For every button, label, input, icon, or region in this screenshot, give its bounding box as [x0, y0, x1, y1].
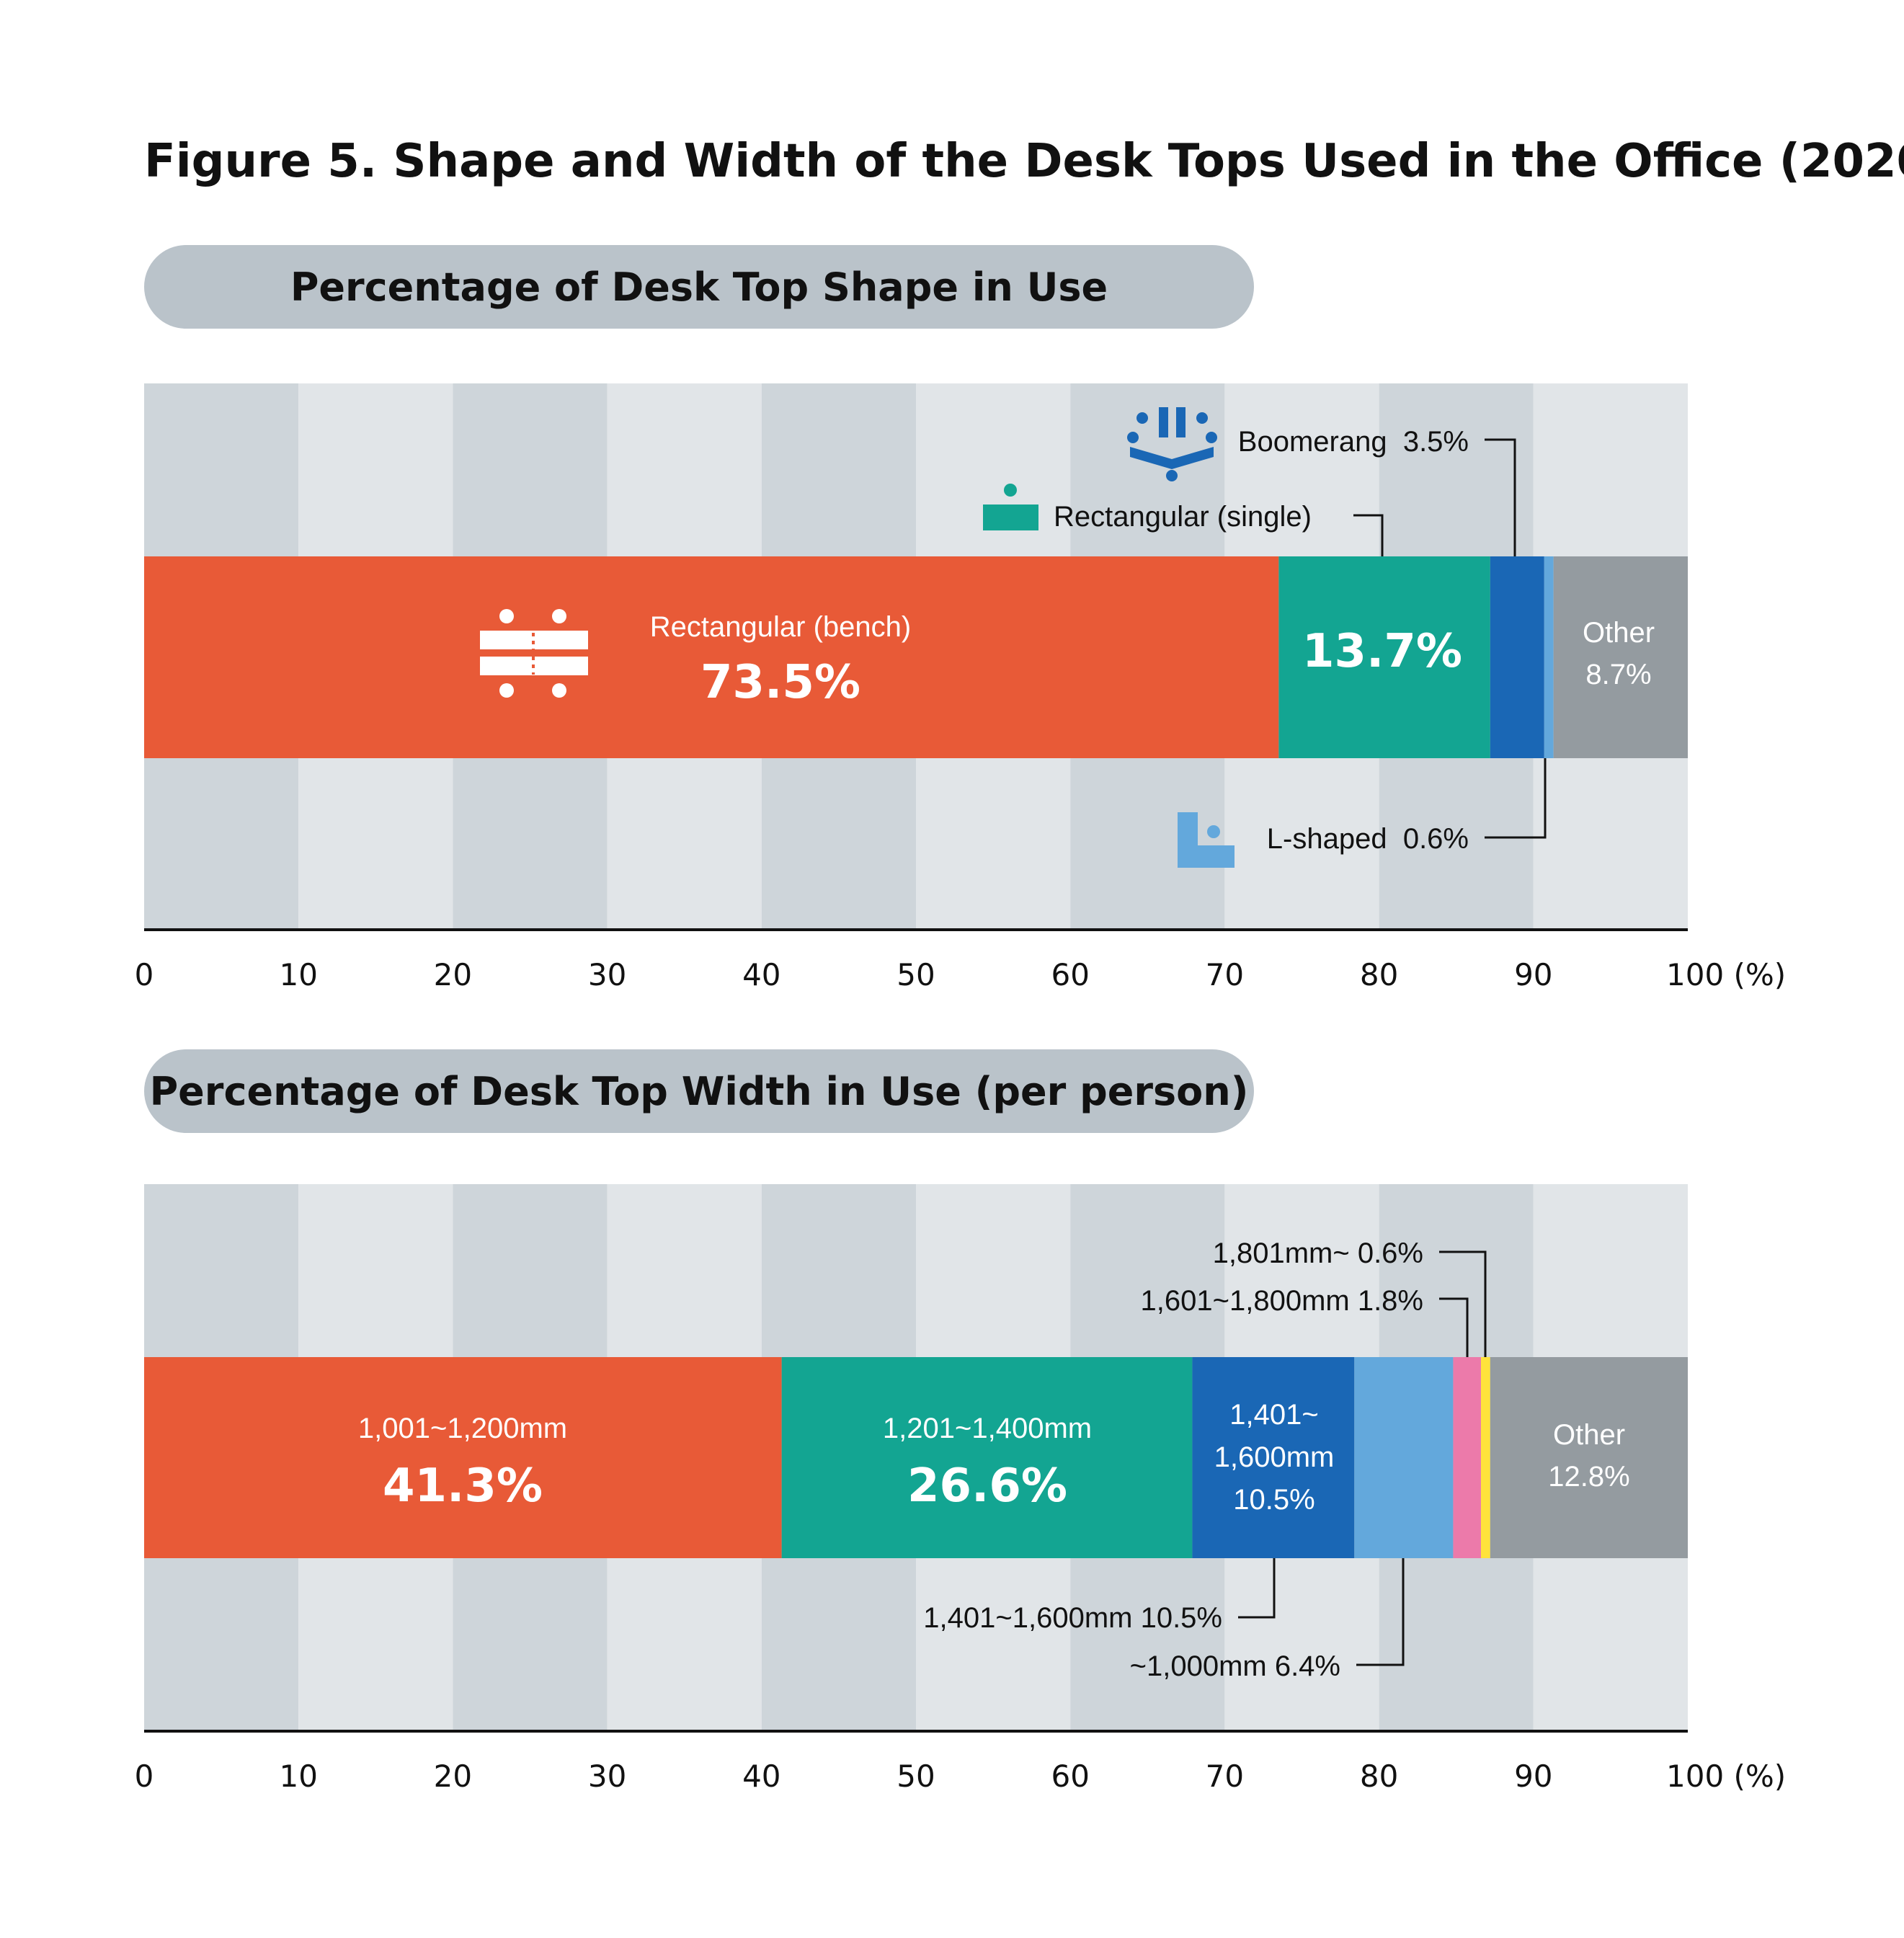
c2-tick-label: 100 (%)	[1666, 1759, 1786, 1794]
chart-1-title: Percentage of Desk Top Shape in Use	[290, 265, 1108, 310]
w1601-leader-line	[1439, 1297, 1469, 1357]
c2-bar-1-401-1-600mm	[1192, 1357, 1355, 1558]
chart-1-bars	[144, 556, 1688, 758]
c1-tick-label: 100 (%)	[1666, 957, 1786, 992]
chart-2-x-axis: 0 10 20 30 40 50 60 70 80 90 100 (%)	[135, 1730, 1786, 1794]
bench-label-name: Rectangular (bench)	[650, 611, 911, 643]
chart-1-title-pill	[144, 245, 1254, 329]
c1-bar-rectangular-bench	[144, 556, 1279, 758]
chart-1: Percentage of Desk Top Shape in Use 0 10 2…	[135, 245, 1786, 992]
w1201-label-value: 26.6%	[907, 1459, 1067, 1513]
c1-other-label-value: 8.7%	[1585, 659, 1651, 690]
w1000-leader-line	[1356, 1558, 1405, 1666]
c1-tick-label: 60	[1051, 957, 1089, 992]
single-leader-line	[1353, 514, 1384, 556]
c2-tick-label: 50	[897, 1759, 935, 1794]
w1001-label-value: 41.3%	[383, 1459, 543, 1513]
w1801-leader-line	[1439, 1250, 1487, 1357]
w1601-callout-label: 1,601~1,800mm 1.8%	[1141, 1285, 1423, 1317]
single-desk-icon	[983, 484, 1038, 530]
c2-tick-label: 10	[279, 1759, 317, 1794]
single-callout: Rectangular (single)	[983, 484, 1384, 556]
chart-2: Percentage of Desk Top Width in Use (per…	[135, 1049, 1786, 1794]
chart-2-bars	[144, 1357, 1688, 1558]
chart-2-title-pill	[144, 1049, 1254, 1133]
c1-tick-label: 50	[897, 957, 935, 992]
w1401-leader-line	[1238, 1558, 1276, 1619]
c2-tick-label: 40	[742, 1759, 780, 1794]
c2-bar-1-201-1-400mm	[781, 1357, 1193, 1558]
w1201-label-name: 1,201~1,400mm	[883, 1413, 1092, 1444]
c1-bar-boomerang	[1490, 556, 1544, 758]
w1000-callout: ~1,000mm 6.4%	[1130, 1558, 1405, 1682]
c2-bar-1-000mm	[1354, 1357, 1454, 1558]
w1401-callout-label: 1,401~1,600mm 10.5%	[923, 1602, 1222, 1634]
bench-desk-icon	[480, 609, 588, 698]
c2-bar-1-601-1-800mm	[1453, 1357, 1481, 1558]
boomerang-desk-icon	[1127, 407, 1217, 481]
c1-tick-label: 30	[588, 957, 626, 992]
c1-tick-label: 0	[135, 957, 154, 992]
c1-tick-label: 20	[434, 957, 472, 992]
l-shaped-callout-label: L-shaped 0.6%	[1267, 823, 1469, 855]
boomerang-leader-line	[1485, 438, 1516, 556]
chart-1-x-axis: 0 10 20 30 40 50 60 70 80 90 100 (%)	[135, 928, 1786, 992]
c1-tick-label: 90	[1514, 957, 1552, 992]
l-shaped-leader-line	[1485, 758, 1547, 839]
boomerang-callout: Boomerang 3.5%	[1127, 407, 1516, 556]
c2-tick-label: 60	[1051, 1759, 1089, 1794]
c1-bar-l-shaped	[1544, 556, 1554, 758]
c1-bar-rectangular-single	[1278, 556, 1490, 758]
w1401-label-line2: 1,600mm	[1214, 1441, 1335, 1473]
c1-tick-label: 70	[1206, 957, 1244, 992]
c1-other-label-name: Other	[1583, 617, 1655, 649]
c2-bar-1-001-1-200mm	[144, 1357, 782, 1558]
c1-tick-label: 40	[742, 957, 780, 992]
c2-tick-label: 20	[434, 1759, 472, 1794]
c2-tick-label: 70	[1206, 1759, 1244, 1794]
c2-tick-label: 30	[588, 1759, 626, 1794]
c2-tick-label: 0	[135, 1759, 154, 1794]
c2-other-label-value: 12.8%	[1548, 1461, 1629, 1493]
w1001-label-name: 1,001~1,200mm	[358, 1413, 567, 1444]
c1-bar-other	[1553, 556, 1688, 758]
w1000-callout-label: ~1,000mm 6.4%	[1130, 1650, 1340, 1682]
w1801-callout-label: 1,801mm~ 0.6%	[1213, 1237, 1423, 1269]
c2-tick-label: 80	[1360, 1759, 1398, 1794]
c2-bar-other	[1490, 1357, 1688, 1558]
w1401-label-line3: 10.5%	[1233, 1484, 1314, 1516]
l-shaped-callout: L-shaped 0.6%	[1178, 758, 1547, 868]
c1-tick-label: 80	[1360, 957, 1398, 992]
single-label-value: 13.7%	[1302, 625, 1462, 678]
l-shaped-desk-icon	[1178, 812, 1235, 868]
boomerang-callout-label: Boomerang 3.5%	[1238, 426, 1469, 458]
bench-label-value: 73.5%	[700, 656, 860, 709]
w1801-callout: 1,801mm~ 0.6%	[1213, 1237, 1487, 1357]
w1401-label-line1: 1,401~	[1229, 1399, 1318, 1431]
figure-title: Figure 5. Shape and Width of the Desk To…	[144, 135, 1904, 188]
c2-tick-label: 90	[1514, 1759, 1552, 1794]
c2-other-label-name: Other	[1553, 1419, 1625, 1451]
chart-2-title: Percentage of Desk Top Width in Use (per…	[150, 1069, 1249, 1114]
c1-tick-label: 10	[279, 957, 317, 992]
c2-bar-1-801mm	[1480, 1357, 1490, 1558]
w1401-callout: 1,401~1,600mm 10.5%	[923, 1558, 1276, 1634]
single-callout-label: Rectangular (single)	[1054, 501, 1312, 533]
w1601-callout: 1,601~1,800mm 1.8%	[1141, 1285, 1469, 1357]
